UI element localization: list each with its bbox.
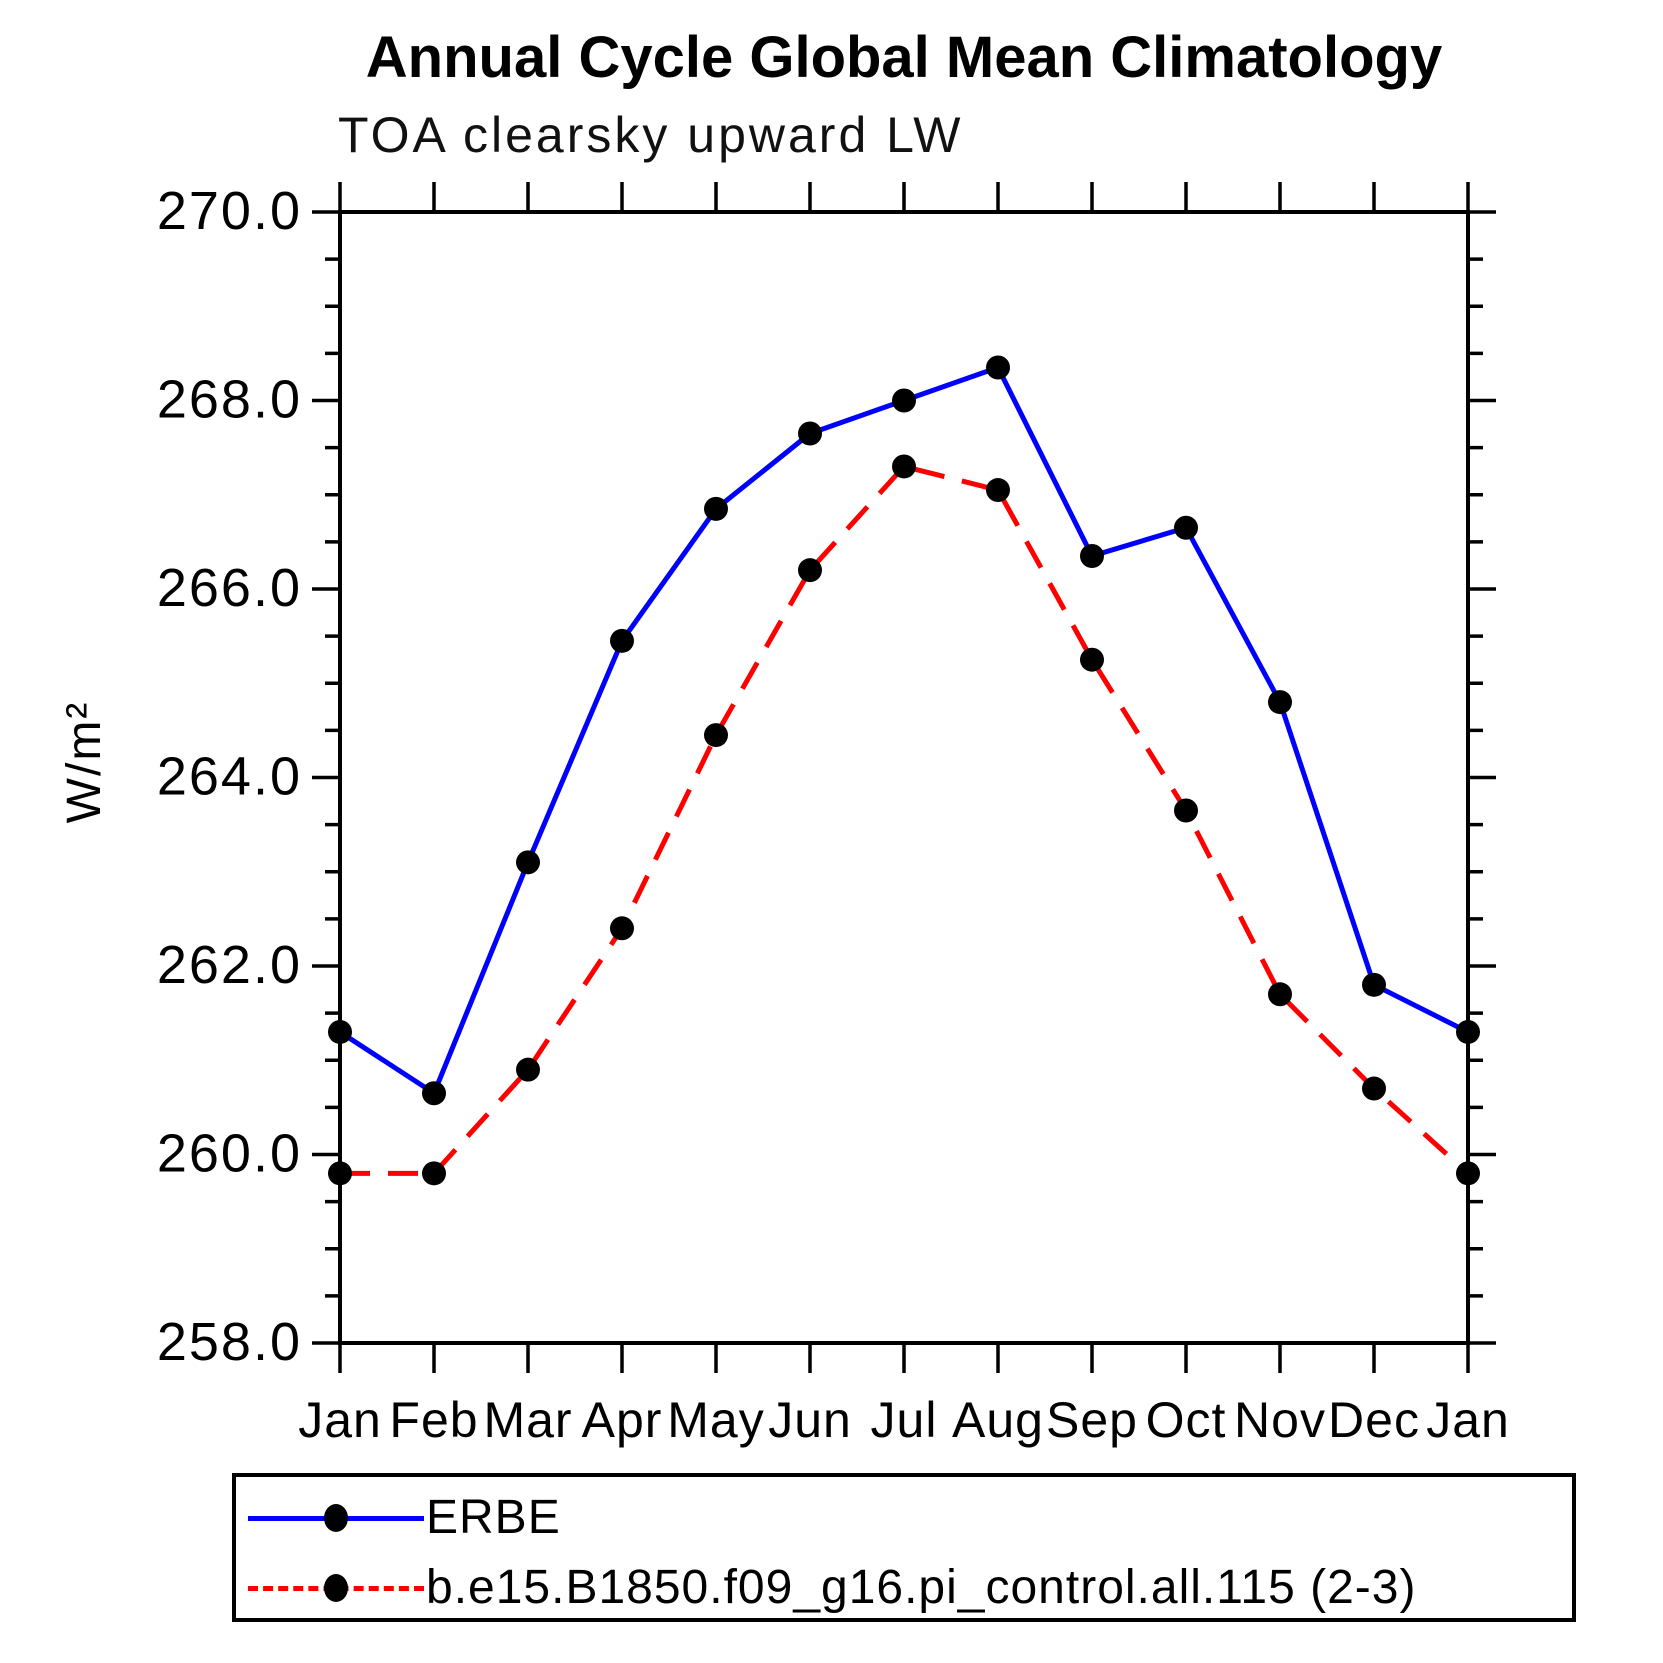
y-tick-label: 266.0 bbox=[157, 558, 302, 618]
data-point-marker bbox=[1268, 690, 1292, 715]
x-tick-label: Dec bbox=[1328, 1392, 1420, 1448]
legend-label: ERBE bbox=[426, 1491, 561, 1544]
data-point-marker bbox=[986, 355, 1010, 380]
data-point-marker bbox=[610, 628, 634, 653]
legend: ERBE b.e15.B1850.f09_g16.pi_control.all.… bbox=[232, 1473, 1576, 1622]
data-point-marker bbox=[328, 1019, 352, 1044]
x-tick-label: Jan bbox=[1426, 1392, 1510, 1448]
y-tick-label: 258.0 bbox=[157, 1312, 302, 1372]
data-point-marker bbox=[1456, 1019, 1480, 1044]
legend-label: b.e15.B1850.f09_g16.pi_control.all.115 (… bbox=[426, 1561, 1417, 1614]
data-point-marker bbox=[1080, 544, 1104, 569]
x-tick-label: Jan bbox=[298, 1392, 382, 1448]
legend-marker-icon bbox=[324, 1504, 348, 1532]
data-point-marker bbox=[1174, 798, 1198, 823]
x-tick-label: Jul bbox=[871, 1392, 938, 1448]
x-tick-label: Mar bbox=[483, 1392, 572, 1448]
data-point-marker bbox=[798, 421, 822, 446]
data-point-marker bbox=[986, 478, 1010, 503]
x-tick-label: Jun bbox=[768, 1392, 852, 1448]
data-point-marker bbox=[704, 496, 728, 521]
series-line-1 bbox=[340, 463, 1470, 1176]
axis-frame bbox=[338, 210, 1470, 1345]
y-tick-label: 264.0 bbox=[157, 747, 302, 807]
chart-title: Annual Cycle Global Mean Climatology bbox=[365, 25, 1443, 90]
data-point-marker bbox=[422, 1081, 446, 1106]
data-point-marker bbox=[516, 1057, 540, 1082]
data-point-marker bbox=[1362, 1076, 1386, 1101]
x-tick-label: Sep bbox=[1046, 1392, 1138, 1448]
y-tick-label: 262.0 bbox=[157, 935, 302, 995]
y-tick-label: 270.0 bbox=[157, 181, 302, 241]
x-tick-label: Aug bbox=[952, 1392, 1044, 1448]
data-point-marker bbox=[798, 558, 822, 583]
data-point-marker bbox=[422, 1161, 446, 1186]
data-point-marker bbox=[892, 388, 916, 413]
data-point-marker bbox=[1174, 515, 1198, 540]
legend-sample-model bbox=[248, 1573, 424, 1603]
x-tick-label: Feb bbox=[389, 1392, 478, 1448]
x-tick-label: Apr bbox=[582, 1392, 663, 1448]
chart-subtitle: TOA clearsky upward LW bbox=[338, 107, 964, 163]
y-tick-label: 268.0 bbox=[157, 370, 302, 430]
y-axis-title: W/m² bbox=[58, 701, 111, 824]
data-point-marker bbox=[610, 916, 634, 941]
data-point-marker bbox=[1362, 972, 1386, 997]
data-point-marker bbox=[1268, 982, 1292, 1007]
y-tick-label: 260.0 bbox=[157, 1124, 302, 1184]
x-tick-label: Nov bbox=[1234, 1392, 1326, 1448]
data-point-marker bbox=[328, 1161, 352, 1186]
x-tick-label: Oct bbox=[1146, 1392, 1227, 1448]
legend-marker-icon bbox=[324, 1574, 348, 1602]
data-point-marker bbox=[1456, 1161, 1480, 1186]
data-point-marker bbox=[516, 850, 540, 875]
data-point-marker bbox=[892, 454, 916, 479]
data-point-marker bbox=[704, 723, 728, 748]
legend-sample-erbe bbox=[248, 1503, 424, 1533]
data-point-marker bbox=[1080, 647, 1104, 672]
x-tick-label: May bbox=[667, 1392, 764, 1448]
